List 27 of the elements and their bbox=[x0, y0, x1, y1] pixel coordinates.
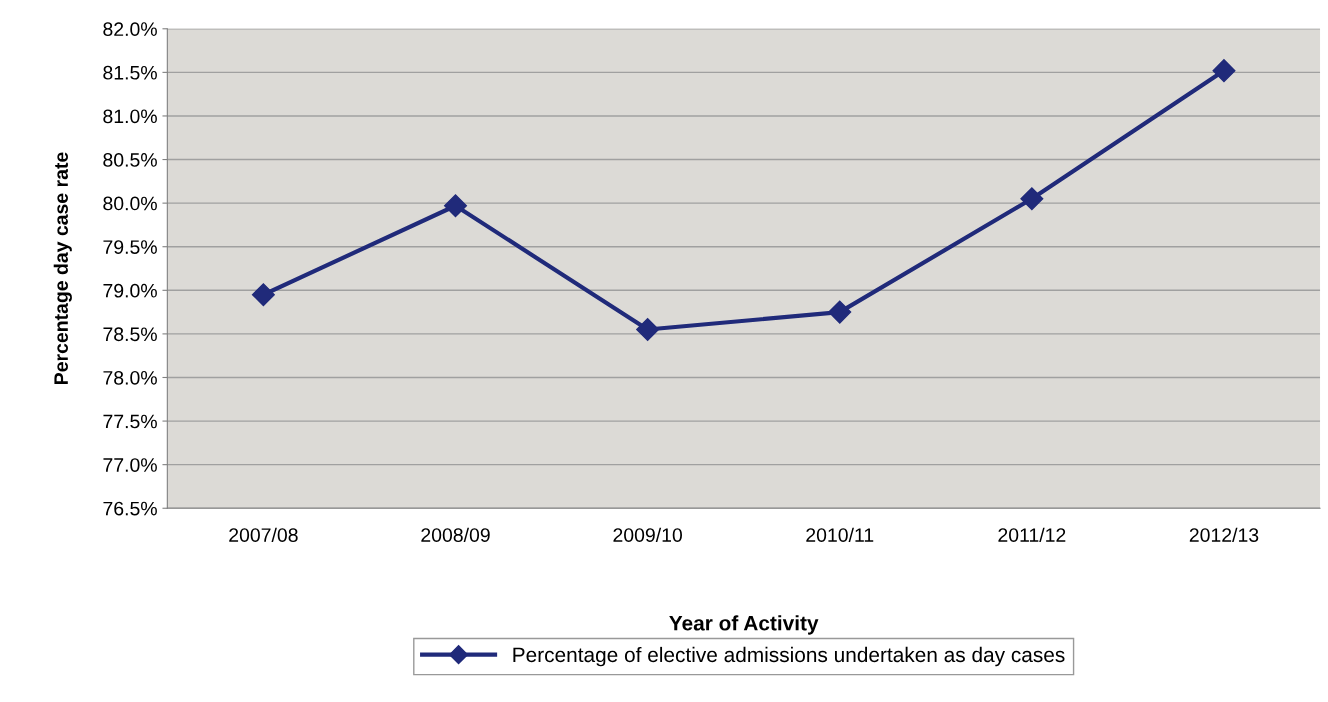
y-tick-label: 78.5% bbox=[103, 327, 157, 342]
x-tick-label: 2012/13 bbox=[1189, 527, 1259, 542]
x-tick-label: 2010/11 bbox=[806, 527, 874, 542]
y-tick-label: 76.5% bbox=[103, 501, 157, 516]
y-tick-label: 81.0% bbox=[103, 109, 157, 124]
x-axis-title: Year of Activity bbox=[669, 615, 819, 635]
x-tick-label: 2009/10 bbox=[613, 527, 683, 542]
y-tick-label: 79.0% bbox=[103, 283, 157, 298]
x-tick-label: 2011/12 bbox=[998, 527, 1066, 542]
point bbox=[636, 318, 660, 342]
point bbox=[251, 283, 275, 307]
y-tick-label: 82.0% bbox=[103, 22, 157, 37]
y-tick-label: 78.0% bbox=[103, 370, 157, 385]
point bbox=[444, 194, 468, 218]
y-tick-label: 80.5% bbox=[103, 153, 157, 167]
point bbox=[1020, 187, 1044, 211]
y-axis-title: Percentage day case rate bbox=[53, 152, 72, 384]
y-tick-label: 80.0% bbox=[103, 196, 157, 211]
x-tick-label: 2007/08 bbox=[229, 527, 298, 542]
x-tick-label: 2008/09 bbox=[421, 527, 490, 542]
y-tick-label: 81.5% bbox=[103, 65, 157, 80]
y-tick-label: 77.0% bbox=[103, 458, 157, 472]
y-tick-label: 79.5% bbox=[103, 240, 157, 254]
y-tick-label: 77.5% bbox=[103, 414, 157, 429]
point bbox=[1212, 59, 1236, 83]
point bbox=[828, 300, 852, 324]
legend-label: Percentage of elective admissions undertaken as day cases bbox=[513, 646, 1065, 667]
